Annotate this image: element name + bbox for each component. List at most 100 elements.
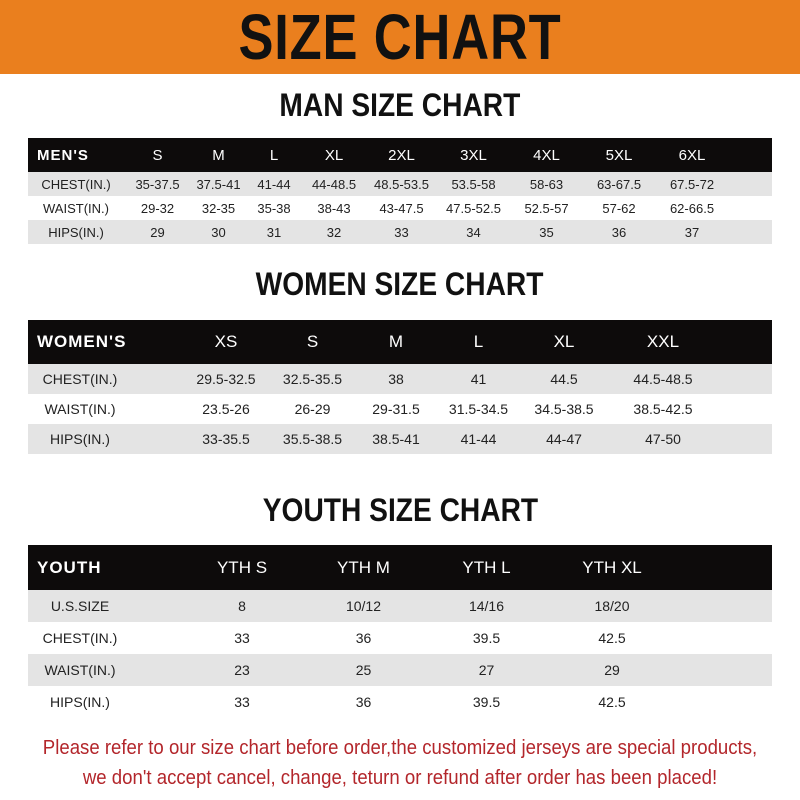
- size-column-header: 2XL: [388, 146, 415, 164]
- measurement-label: WAIST(IN.): [44, 662, 116, 678]
- measurement-value: 35-38: [257, 200, 291, 216]
- measurement-value: 35.5-38.5: [282, 431, 343, 447]
- table-row: HIPS(IN.) 29 30 31 32 33 34 35 36 37: [28, 220, 772, 244]
- table-category-label: MEN'S: [37, 146, 89, 164]
- measurement-value: 33: [394, 224, 409, 240]
- order-notice: Please refer to our size chart before or…: [0, 733, 800, 793]
- table-row: CHEST(IN.) 33 36 39.5 42.5: [28, 622, 772, 654]
- table-category-label: YOUTH: [37, 557, 102, 577]
- measurement-value: 33: [234, 694, 250, 710]
- measurement-value: 34.5-38.5: [534, 401, 594, 417]
- measurement-value: 25: [355, 662, 372, 678]
- measurement-value: 32.5-35.5: [282, 371, 343, 387]
- measurement-value: 37.5-41: [196, 176, 241, 192]
- women-size-table: WOMEN'S XS S M L XL XXL CHEST(IN.) 29.5-32.5 32.5…: [28, 320, 772, 454]
- measurement-value: 43-47.5: [379, 200, 424, 216]
- measurement-label: WAIST(IN.): [43, 200, 109, 216]
- measurement-value: 23: [234, 662, 250, 678]
- measurement-value: 31.5-34.5: [448, 401, 509, 417]
- measurement-label: U.S.SIZE: [50, 598, 110, 614]
- measurement-value: 14/16: [468, 598, 505, 614]
- table-row: WAIST(IN.) 29-32 32-35 35-38 38-43 43-47.5 47.…: [28, 196, 772, 220]
- measurement-value: 57-62: [602, 200, 636, 216]
- size-column-header: S: [152, 146, 163, 164]
- notice-line-1: Please refer to our size chart before or…: [42, 737, 758, 759]
- measurement-label: CHEST(IN.): [42, 371, 118, 387]
- measurement-value: 58-63: [529, 176, 564, 192]
- size-column-header: YTH XL: [582, 557, 642, 577]
- table-row: WAIST(IN.) 23 25 27 29: [28, 654, 772, 686]
- notice-line-2: we don't accept cancel, change, teturn o…: [82, 767, 718, 789]
- measurement-value: 44-47: [546, 431, 582, 447]
- table-header-row: YOUTH YTH S YTH M YTH L YTH XL: [28, 545, 772, 590]
- measurement-value: 38.5-41: [372, 431, 420, 447]
- measurement-value: 33: [234, 630, 250, 646]
- measurement-value: 53.5-58: [451, 176, 496, 192]
- size-column-header: YTH L: [462, 557, 511, 577]
- measurement-value: 29-32: [140, 200, 175, 216]
- table-row: CHEST(IN.) 35-37.5 37.5-41 41-44 44-48.5 48.5…: [28, 172, 772, 196]
- size-column-header: 6XL: [678, 146, 706, 164]
- measurement-label: CHEST(IN.): [41, 176, 111, 192]
- measurement-value: 26-29: [294, 401, 331, 417]
- measurement-value: 47-50: [645, 431, 681, 447]
- measurement-value: 44.5: [550, 371, 578, 387]
- measurement-label: HIPS(IN.): [48, 224, 104, 240]
- measurement-value: 36: [355, 694, 372, 710]
- size-column-header: 5XL: [605, 146, 633, 164]
- size-column-header: YTH M: [337, 557, 390, 577]
- measurement-value: 36: [611, 224, 627, 240]
- table-category-label: WOMEN'S: [37, 332, 127, 351]
- table-header-row: WOMEN'S XS S M L XL XXL: [28, 320, 772, 364]
- measurement-value: 44-48.5: [311, 176, 357, 192]
- measurement-value: 41: [470, 371, 487, 387]
- youth-title-text: YOUTH SIZE CHART: [262, 492, 538, 528]
- size-column-header: M: [388, 332, 404, 351]
- measurement-value: 67.5-72: [669, 176, 715, 192]
- size-chart-banner: SIZE CHART: [0, 0, 800, 74]
- measurement-value: 38.5-42.5: [633, 401, 693, 417]
- measurement-value: 39.5: [472, 694, 501, 710]
- table-header-row: MEN'S S M L XL 2XL 3XL 4XL 5XL 6XL: [28, 138, 772, 172]
- measurement-value: 29.5-32.5: [196, 371, 256, 387]
- table-row: CHEST(IN.) 29.5-32.5 32.5-35.5 38 41 44.5 44.5…: [28, 364, 772, 394]
- size-column-header: XL: [324, 146, 344, 164]
- measurement-value: 23.5-26: [202, 401, 250, 417]
- measurement-value: 62-66.5: [669, 200, 715, 216]
- measurement-value: 42.5: [598, 694, 626, 710]
- measurement-value: 48.5-53.5: [374, 176, 429, 192]
- measurement-value: 44.5-48.5: [633, 371, 693, 387]
- measurement-label: WAIST(IN.): [44, 401, 116, 417]
- measurement-value: 37: [684, 224, 700, 240]
- measurement-value: 29-31.5: [372, 401, 420, 417]
- table-row: HIPS(IN.) 33 36 39.5 42.5: [28, 686, 772, 718]
- measurement-value: 35: [539, 224, 554, 240]
- size-column-header: L: [269, 146, 279, 164]
- size-column-header: M: [212, 146, 225, 164]
- measurement-value: 63-67.5: [596, 176, 642, 192]
- measurement-value: 8: [238, 598, 246, 614]
- measurement-value: 18/20: [594, 598, 630, 614]
- measurement-value: 47.5-52.5: [446, 200, 501, 216]
- measurement-label: HIPS(IN.): [50, 694, 110, 710]
- women-section-title: WOMEN SIZE CHART: [0, 268, 800, 300]
- measurement-value: 29: [150, 224, 165, 240]
- size-column-header: 4XL: [533, 146, 560, 164]
- measurement-value: 29: [604, 662, 620, 678]
- measurement-value: 35-37.5: [135, 176, 180, 192]
- measurement-value: 27: [478, 662, 495, 678]
- measurement-value: 10/12: [345, 598, 382, 614]
- main-title: SIZE CHART: [238, 1, 562, 73]
- measurement-value: 34: [466, 224, 481, 240]
- measurement-value: 38: [388, 371, 404, 387]
- men-section-title: MAN SIZE CHART: [0, 89, 800, 121]
- size-column-header: 3XL: [460, 146, 487, 164]
- measurement-value: 32: [326, 224, 342, 240]
- men-size-table: MEN'S S M L XL 2XL 3XL 4XL 5XL 6XL CHEST(IN.) 35-37…: [28, 138, 772, 244]
- measurement-value: 38-43: [317, 200, 351, 216]
- youth-size-table: YOUTH YTH S YTH M YTH L YTH XL U.S.SIZE 8 10/12…: [28, 545, 772, 718]
- measurement-value: 42.5: [598, 630, 626, 646]
- table-row: HIPS(IN.) 33-35.5 35.5-38.5 38.5-41 41-44 44-…: [28, 424, 772, 454]
- measurement-value: 30: [211, 224, 226, 240]
- youth-section-title: YOUTH SIZE CHART: [0, 494, 800, 526]
